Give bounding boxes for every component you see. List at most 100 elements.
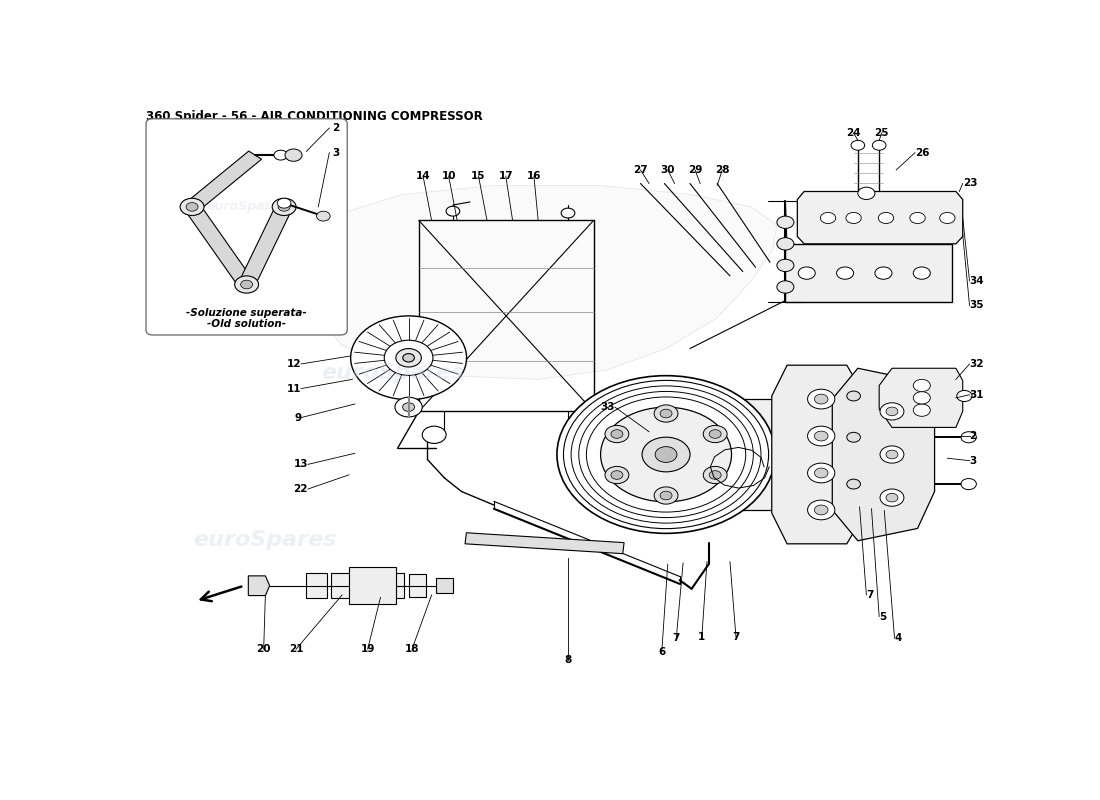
- Circle shape: [878, 213, 893, 223]
- Text: euroSpares: euroSpares: [207, 200, 287, 214]
- Circle shape: [799, 267, 815, 279]
- Circle shape: [654, 405, 678, 422]
- Circle shape: [351, 316, 466, 400]
- Text: 7: 7: [733, 632, 739, 642]
- Text: 13: 13: [294, 459, 308, 470]
- Text: 7: 7: [672, 633, 680, 643]
- Polygon shape: [465, 533, 624, 554]
- Bar: [383, 574, 404, 598]
- Bar: [355, 572, 380, 599]
- Bar: [785, 244, 952, 302]
- Circle shape: [913, 267, 931, 279]
- Circle shape: [272, 198, 296, 215]
- Circle shape: [814, 431, 828, 441]
- Text: -Soluzione superata-: -Soluzione superata-: [186, 308, 307, 318]
- Text: 22: 22: [294, 484, 308, 494]
- Text: 27: 27: [634, 165, 648, 175]
- Text: 17: 17: [498, 171, 513, 181]
- Circle shape: [395, 398, 422, 417]
- Circle shape: [939, 213, 955, 223]
- Circle shape: [660, 409, 672, 418]
- Circle shape: [837, 267, 854, 279]
- Text: 1: 1: [698, 632, 705, 642]
- Bar: [306, 574, 327, 598]
- Circle shape: [777, 238, 794, 250]
- Text: 19: 19: [361, 644, 375, 654]
- Circle shape: [961, 478, 977, 490]
- Circle shape: [186, 202, 198, 211]
- Circle shape: [777, 259, 794, 271]
- Circle shape: [384, 340, 433, 375]
- Circle shape: [807, 463, 835, 483]
- Circle shape: [403, 354, 415, 362]
- Text: 24: 24: [846, 128, 861, 138]
- Text: 2: 2: [332, 123, 339, 133]
- Circle shape: [610, 470, 623, 479]
- Circle shape: [605, 426, 629, 442]
- Circle shape: [605, 466, 629, 484]
- Text: 15: 15: [471, 171, 486, 181]
- Circle shape: [880, 402, 904, 420]
- Text: 8: 8: [564, 654, 572, 665]
- Circle shape: [777, 281, 794, 293]
- Circle shape: [660, 491, 672, 500]
- Text: 21: 21: [289, 644, 304, 654]
- Circle shape: [814, 468, 828, 478]
- Polygon shape: [798, 191, 962, 244]
- Circle shape: [814, 394, 828, 404]
- Circle shape: [557, 376, 776, 534]
- Polygon shape: [249, 576, 270, 595]
- Circle shape: [872, 140, 886, 150]
- Bar: [408, 574, 426, 598]
- Text: 2: 2: [969, 431, 977, 441]
- Circle shape: [807, 390, 835, 409]
- Circle shape: [814, 505, 828, 515]
- Text: euroSpares: euroSpares: [578, 474, 720, 494]
- Text: 29: 29: [688, 165, 702, 175]
- Circle shape: [886, 407, 898, 416]
- Text: 35: 35: [969, 301, 984, 310]
- Text: 30: 30: [660, 165, 675, 175]
- Circle shape: [561, 208, 575, 218]
- Circle shape: [563, 380, 769, 529]
- Text: 7: 7: [867, 590, 873, 600]
- Text: 33: 33: [601, 402, 615, 412]
- Polygon shape: [879, 368, 962, 427]
- Polygon shape: [186, 151, 262, 211]
- Circle shape: [234, 276, 258, 293]
- Circle shape: [777, 216, 794, 229]
- Text: euroSpares: euroSpares: [321, 363, 465, 383]
- Circle shape: [601, 407, 732, 502]
- Text: 25: 25: [874, 128, 889, 138]
- Text: 12: 12: [287, 359, 301, 369]
- Polygon shape: [670, 399, 777, 510]
- Circle shape: [807, 500, 835, 520]
- Circle shape: [847, 432, 860, 442]
- Circle shape: [703, 466, 727, 484]
- Circle shape: [910, 213, 925, 223]
- Circle shape: [821, 213, 836, 223]
- Text: 3: 3: [332, 148, 339, 158]
- Text: 4: 4: [894, 633, 902, 643]
- Circle shape: [880, 446, 904, 463]
- Circle shape: [961, 432, 977, 443]
- Text: 20: 20: [256, 644, 271, 654]
- Bar: [436, 578, 453, 593]
- Circle shape: [317, 211, 330, 221]
- Text: 360 Spider - 56 - AIR CONDITIONING COMPRESSOR: 360 Spider - 56 - AIR CONDITIONING COMPR…: [146, 110, 483, 122]
- Circle shape: [642, 437, 690, 472]
- Circle shape: [277, 198, 290, 208]
- Text: 26: 26: [915, 148, 930, 158]
- Text: 16: 16: [527, 171, 541, 181]
- Polygon shape: [185, 204, 254, 287]
- Circle shape: [886, 494, 898, 502]
- Circle shape: [396, 349, 421, 367]
- Text: 3: 3: [969, 456, 977, 466]
- Circle shape: [880, 489, 904, 506]
- Text: 32: 32: [969, 359, 984, 369]
- Circle shape: [851, 140, 865, 150]
- Circle shape: [847, 391, 860, 401]
- Polygon shape: [772, 365, 859, 544]
- Circle shape: [846, 213, 861, 223]
- Circle shape: [180, 198, 204, 215]
